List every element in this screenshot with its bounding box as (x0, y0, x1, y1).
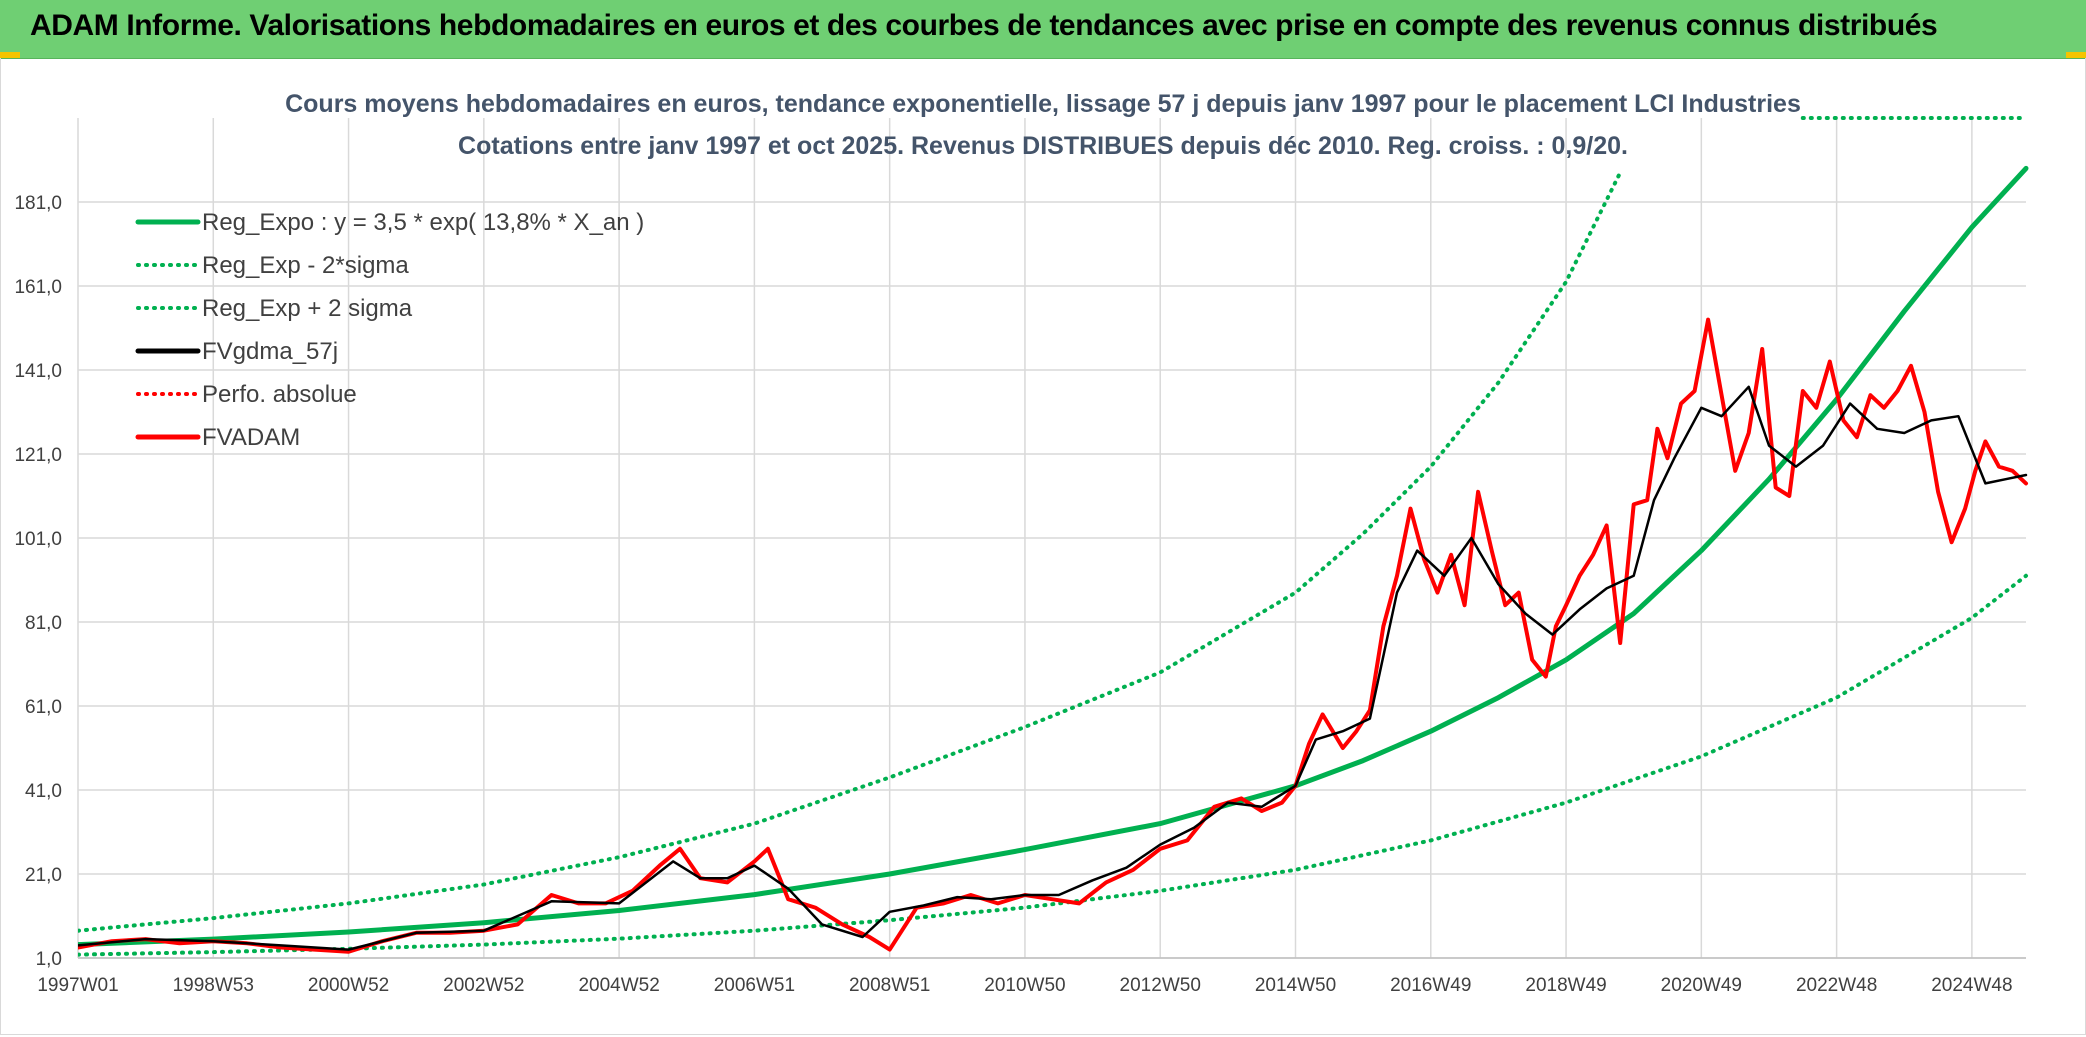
y-tick-label: 21,0 (25, 865, 62, 886)
y-tick-label: 81,0 (25, 613, 62, 634)
chart-title: Cours moyens hebdomadaires en euros, ten… (285, 90, 1801, 118)
header-banner: ADAM Informe. Valorisations hebdomadaire… (0, 0, 2086, 59)
legend-label: Reg_Expo : y = 3,5 * exp( 13,8% * X_an ) (202, 209, 644, 236)
legend-label: FVgdma_57j (202, 338, 338, 365)
x-tick-label: 2014W50 (1255, 975, 1336, 996)
series-reg-exp-minus-2sigma (78, 573, 2028, 957)
x-tick-label: 2000W52 (308, 975, 389, 996)
x-tick-label: 2004W52 (578, 975, 659, 996)
x-tick-label: 2024W48 (1931, 975, 2012, 996)
x-tick-label: 2008W51 (849, 975, 930, 996)
header-title: ADAM Informe. Valorisations hebdomadaire… (30, 9, 1938, 42)
y-tick-label: 161,0 (14, 277, 62, 298)
series-fvgdma-57j (78, 385, 2028, 951)
x-tick-label: 2006W51 (714, 975, 795, 996)
x-tick-label: 2010W50 (984, 975, 1065, 996)
y-tick-label: 1,0 (36, 949, 62, 970)
legend-label: Reg_Exp - 2*sigma (202, 252, 409, 279)
legend: Reg_Expo : y = 3,5 * exp( 13,8% * X_an )… (135, 209, 644, 451)
banner-corner-right (2066, 52, 2086, 58)
grid (77, 118, 2026, 959)
legend-label: FVADAM (202, 424, 300, 451)
x-tick-label: 1997W01 (37, 975, 118, 996)
x-tick-label: 2002W52 (443, 975, 524, 996)
y-tick-label: 121,0 (14, 445, 62, 466)
y-axis: 1,0 21,0 41,0 61,0 81,0 101,0 121,0 141,0 161,0 1… (14, 193, 62, 970)
chart-subtitle: Cotations entre janv 1997 et oct 2025. R… (458, 132, 1628, 160)
banner-corner-left (0, 52, 20, 58)
y-tick-label: 41,0 (25, 781, 62, 802)
x-tick-label: 2018W49 (1525, 975, 1606, 996)
x-tick-label: 2012W50 (1120, 975, 1201, 996)
legend-label: Perfo. absolue (202, 381, 357, 408)
y-tick-label: 141,0 (14, 361, 62, 382)
y-tick-label: 101,0 (14, 529, 62, 550)
y-tick-label: 181,0 (14, 193, 62, 214)
legend-label: Reg_Exp + 2 sigma (202, 295, 413, 322)
y-tick-label: 61,0 (25, 697, 62, 718)
series-fvadam (78, 317, 2028, 954)
x-tick-label: 2016W49 (1390, 975, 1471, 996)
series-layer (78, 116, 2029, 957)
x-tick-label: 2022W48 (1796, 975, 1877, 996)
x-tick-label: 1998W53 (173, 975, 254, 996)
series-reg-expo (78, 165, 2029, 948)
x-axis: 1997W01 1998W53 2000W52 2002W52 2004W52 2006W… (37, 975, 2012, 996)
x-tick-label: 2020W49 (1661, 975, 1742, 996)
